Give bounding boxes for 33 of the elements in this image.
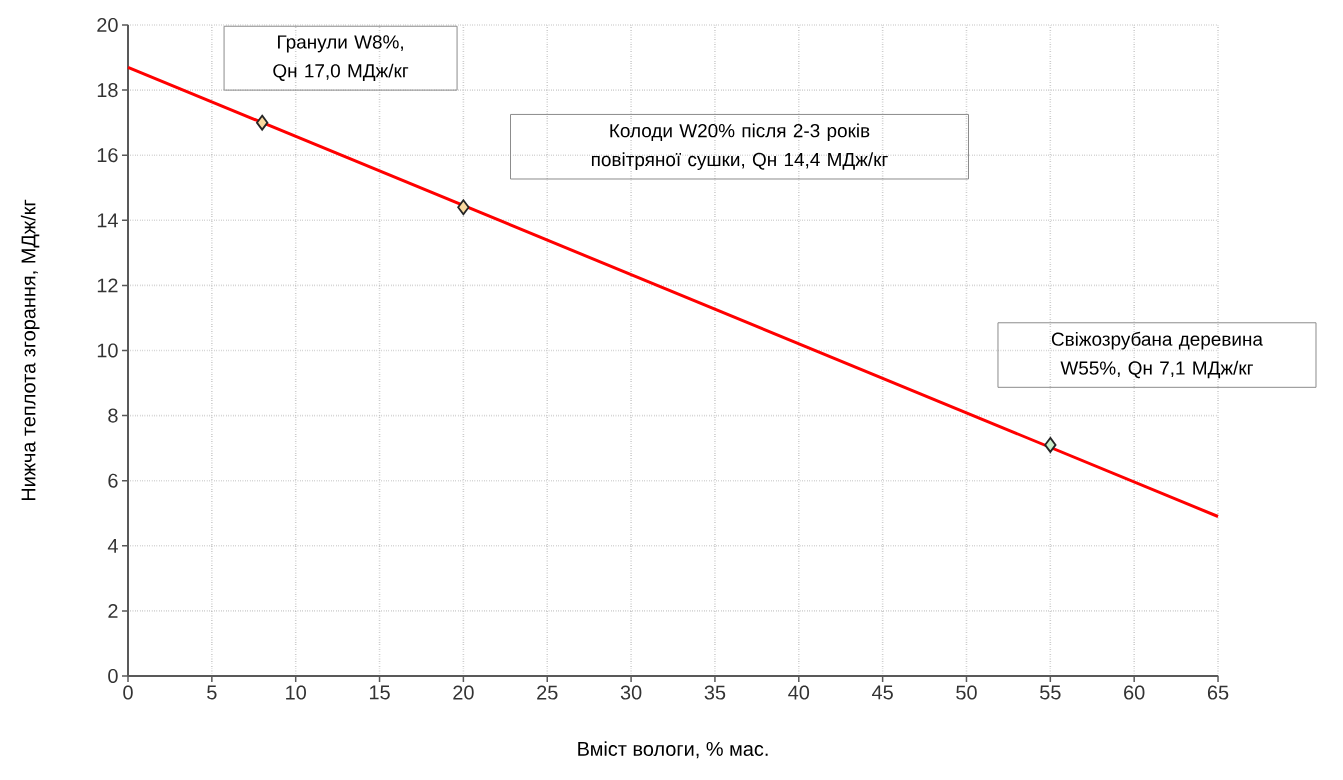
y-tick-label: 10	[97, 343, 118, 358]
x-axis-title: Вміст вологи, % мас.	[578, 741, 768, 759]
annotation: Гранули W8%, Qн 17,0 МДж/кг	[273, 35, 409, 82]
x-tick-label: 10	[286, 685, 306, 700]
annotation: Колоди W20% після 2-3 років повітряної сушки, Qн 14,4 МДж/кг	[591, 123, 888, 170]
x-tick-label: 20	[453, 685, 474, 700]
x-tick-label: 60	[1124, 685, 1145, 700]
x-tick-label: 0	[123, 685, 133, 700]
x-tick-label: 45	[872, 685, 893, 700]
x-tick-label: 30	[620, 685, 642, 700]
y-tick-label: 6	[108, 473, 118, 488]
y-tick-label: 18	[97, 83, 118, 98]
y-tick-label: 16	[97, 148, 118, 163]
x-tick-label: 40	[788, 685, 810, 700]
point	[1044, 436, 1057, 453]
y-tick-label: 4	[107, 538, 118, 553]
x-tick-label: 35	[704, 685, 726, 700]
y-tick-label: 8	[108, 408, 118, 423]
y-tick-label: 0	[108, 668, 118, 684]
y-tick-label: 14	[97, 213, 118, 228]
x-tick-label: 25	[537, 685, 558, 700]
x-tick-label: 50	[956, 685, 977, 700]
point	[256, 114, 269, 131]
x-tick-label: 65	[1207, 685, 1229, 700]
y-tick-label: 2	[108, 603, 118, 618]
y-axis-title: Нижча теплота згорання, МДж/кг	[20, 199, 40, 501]
y-tick-label: 20	[97, 17, 118, 33]
x-tick-label: 5	[207, 685, 217, 700]
x-tick-label: 15	[369, 685, 390, 700]
point	[457, 199, 470, 216]
x-tick-label: 55	[1040, 685, 1061, 700]
y-tick-label: 12	[97, 278, 118, 293]
annotation: Свіжозрубана деревина W55%, Qн 7,1 МДж/кг	[1051, 331, 1263, 379]
